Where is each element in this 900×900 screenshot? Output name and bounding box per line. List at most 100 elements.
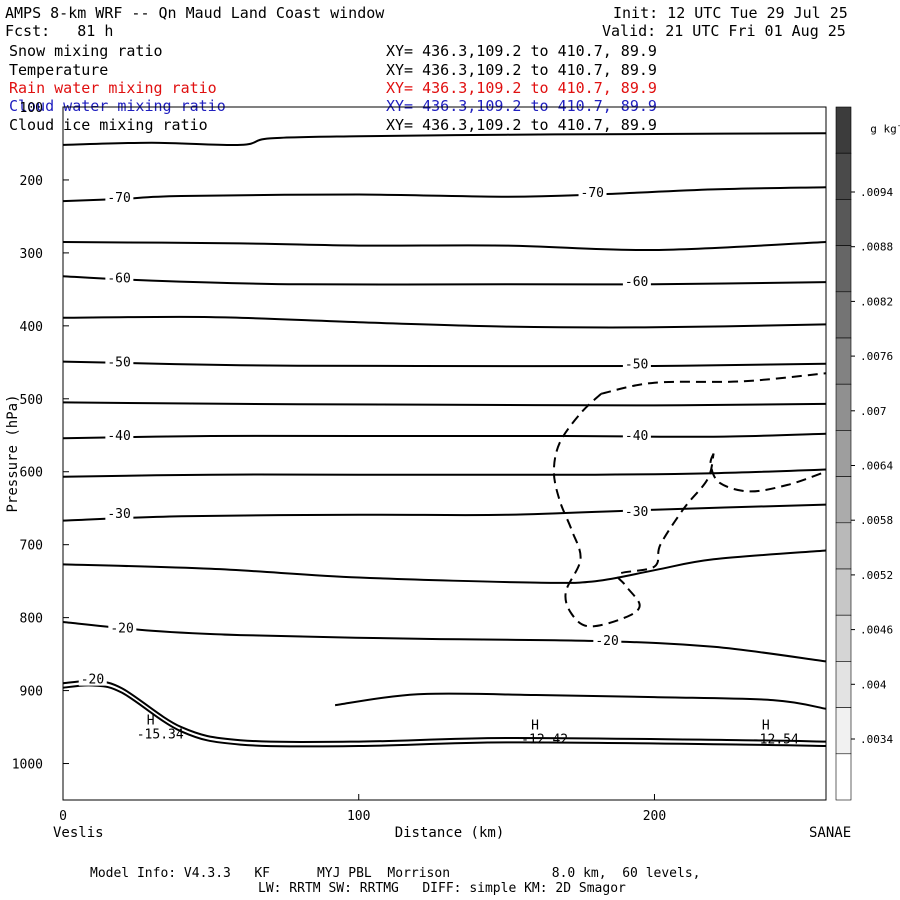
- isotherm-label: -40: [107, 429, 130, 444]
- isotherm-label-bg: [622, 503, 651, 518]
- isotherm-line: [62, 503, 827, 522]
- colorbar-label: .0094: [860, 186, 893, 199]
- field-xy: XY= 436.3,109.2 to 410.7, 89.9: [386, 79, 657, 97]
- colorbar-label: .0046: [860, 624, 893, 637]
- colorbar-cell: [835, 383, 852, 431]
- colorbar-cell: [835, 568, 852, 616]
- colorbar-label: .0064: [860, 460, 893, 473]
- colorbar-unit: g kg-1: [857, 100, 900, 138]
- field-xy: XY= 436.3,109.2 to 410.7, 89.9: [386, 116, 657, 134]
- colorbar-cell: [835, 106, 852, 154]
- colorbar-cell: [835, 707, 852, 755]
- isotherm-label: -40: [625, 429, 648, 444]
- isotherm-line: [62, 360, 827, 368]
- isotherm-label: -30: [625, 505, 648, 520]
- cloud-ice-contour: [600, 372, 827, 395]
- high-marker: H: [147, 713, 155, 728]
- chart-title: AMPS 8-km WRF -- Qn Maud Land Coast wind…: [5, 4, 385, 22]
- colorbar-cell: [835, 430, 852, 477]
- isotherm-line: [62, 315, 827, 329]
- isotherm-line: [62, 186, 827, 203]
- colorbar-unit-exponent: -1: [897, 121, 900, 130]
- y-tick-label: 1000: [12, 758, 43, 773]
- colorbar-cell: [835, 337, 852, 385]
- colorbar-cell: [835, 152, 852, 200]
- colorbar-cell: [835, 753, 852, 801]
- y-tick-label: 100: [20, 101, 43, 116]
- isotherm-label-bg: [622, 427, 651, 442]
- isotherm-line: [334, 692, 827, 710]
- field-name: Rain water mixing ratio: [9, 79, 217, 97]
- y-tick-label: 400: [20, 320, 43, 335]
- colorbar-label: .0058: [860, 514, 893, 527]
- colorbar-label: .004: [860, 678, 887, 691]
- field-xy: XY= 436.3,109.2 to 410.7, 89.9: [386, 97, 657, 115]
- model-info-line2: LW: RRTM SW: RRTMG DIFF: simple KM: 2D S…: [258, 881, 626, 896]
- isotherm-label: -50: [107, 355, 130, 370]
- isotherm-label-bg: [593, 632, 622, 647]
- colorbar-cell: [835, 522, 852, 570]
- isotherm-label-bg: [622, 356, 651, 371]
- valid-time: Valid: 21 UTC Fri 01 Aug 25: [602, 22, 846, 40]
- field-xy: XY= 436.3,109.2 to 410.7, 89.9: [386, 42, 657, 60]
- isotherm-label: -20: [595, 634, 618, 649]
- field-name: Cloud ice mixing ratio: [9, 116, 208, 134]
- isotherm-line: [62, 432, 827, 440]
- high-marker: H: [762, 718, 770, 733]
- y-tick-label: 300: [20, 247, 43, 262]
- colorbar-label: .007: [860, 405, 887, 418]
- isotherm-line: [62, 132, 827, 147]
- x-endpoint-left-label: Veslis: [53, 825, 104, 841]
- colorbar-cell: [835, 476, 852, 524]
- x-endpoint-right-label: SANAE: [809, 825, 851, 841]
- isotherm-label-bg: [105, 506, 134, 521]
- isotherm-label-bg: [578, 185, 607, 200]
- colorbar-label: .0082: [860, 295, 893, 308]
- isotherm-label: -60: [625, 275, 648, 290]
- colorbar-cell: [835, 199, 852, 246]
- colorbar-label: .0076: [860, 350, 893, 363]
- isotherm-line: [62, 275, 827, 286]
- cloud-ice-contour: [552, 392, 715, 628]
- model-info-line1: Model Info: V4.3.3 KF MYJ PBL Morrison 8…: [90, 866, 701, 881]
- isotherm-label: -20: [81, 673, 104, 688]
- isotherm-label: -50: [625, 358, 648, 373]
- colorbar-label: .0052: [860, 569, 893, 582]
- isotherm-line: [62, 679, 827, 743]
- y-tick-label: 900: [20, 685, 43, 700]
- y-tick-label: 800: [20, 612, 43, 627]
- init-time: Init: 12 UTC Tue 29 Jul 25: [613, 4, 848, 22]
- x-axis-label: Distance (km): [395, 825, 505, 841]
- field-name: Cloud water mixing ratio: [9, 97, 226, 115]
- isotherm-line: [62, 241, 827, 252]
- y-tick-label: 600: [20, 466, 43, 481]
- isotherm-label-bg: [105, 354, 134, 369]
- isotherm-line: [62, 549, 827, 584]
- high-value: -12.42: [521, 732, 568, 747]
- isotherm-label: -70: [581, 186, 604, 201]
- colorbar-cell: [835, 291, 852, 339]
- field-name: Temperature: [9, 61, 109, 79]
- colorbar-label: .0034: [860, 733, 893, 746]
- isotherm-label-bg: [105, 427, 134, 442]
- isotherm-label-bg: [108, 620, 137, 635]
- field-xy: XY= 436.3,109.2 to 410.7, 89.9: [386, 61, 657, 79]
- isotherm-label: -20: [110, 622, 133, 637]
- field-name: Snow mixing ratio: [9, 42, 163, 60]
- isotherm-line: [62, 621, 827, 663]
- isotherm-label-bg: [622, 274, 651, 289]
- high-marker: H: [531, 718, 539, 733]
- x-tick-label: 200: [643, 809, 666, 824]
- x-tick-label: 0: [59, 809, 67, 824]
- forecast-hour: Fcst: 81 h: [5, 22, 114, 40]
- isotherm-label: -70: [107, 191, 130, 206]
- isotherm-label-bg: [105, 190, 134, 205]
- plot-frame: [62, 106, 827, 801]
- isotherm-line: [62, 401, 827, 407]
- isotherm-label-bg: [105, 270, 134, 285]
- isotherm-label: -60: [107, 271, 130, 286]
- y-tick-label: 700: [20, 539, 43, 554]
- high-value: -15.34: [137, 727, 184, 742]
- x-tick-label: 100: [347, 809, 370, 824]
